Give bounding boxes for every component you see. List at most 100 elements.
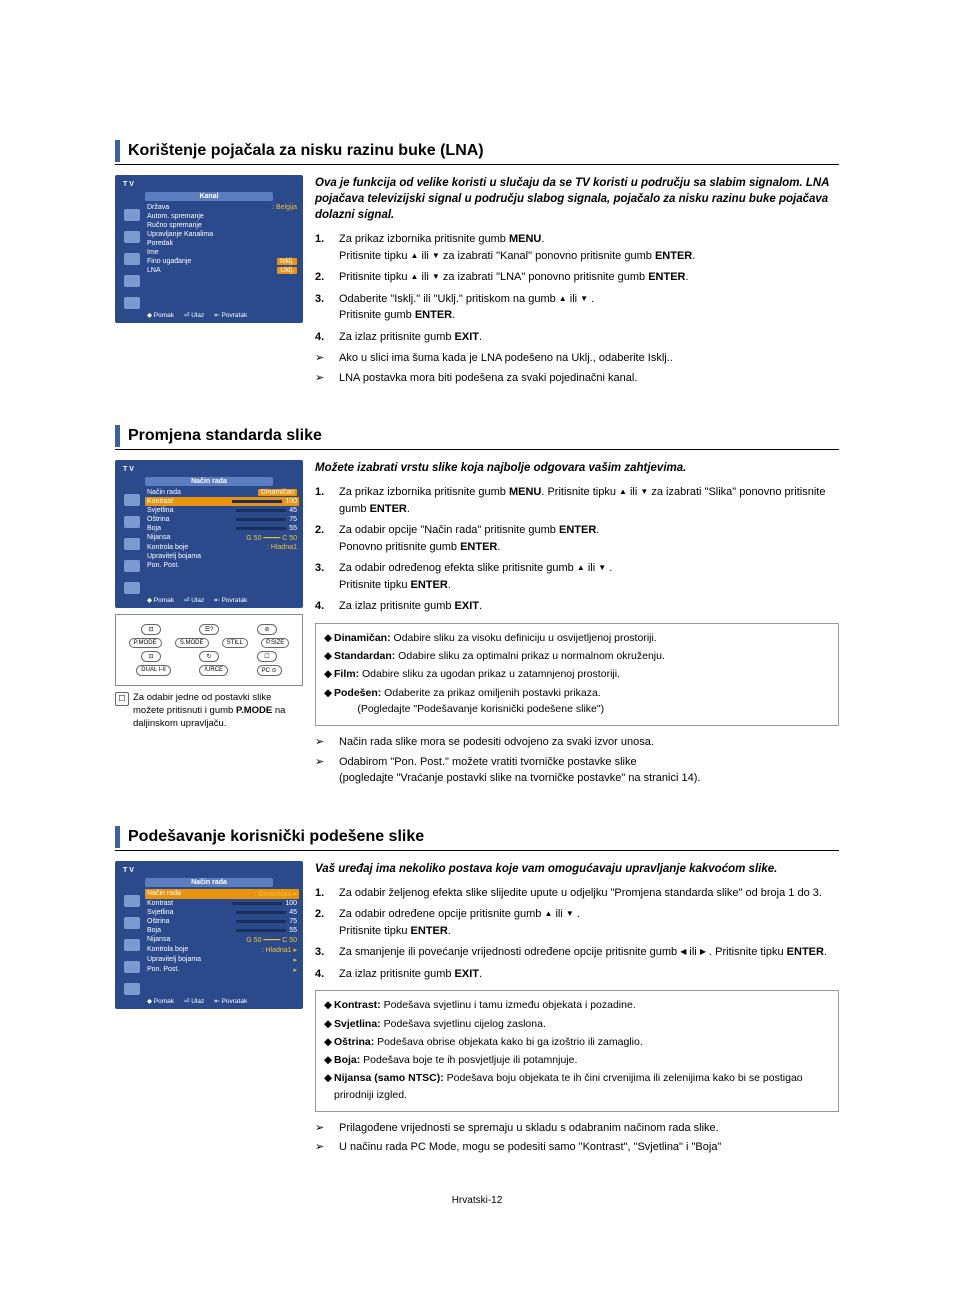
note-list: ➢Način rada slike mora se podesiti odvoj… bbox=[315, 734, 839, 787]
info-bullet: ◆Svjetlina: Podešava svjetlinu cijelog z… bbox=[324, 1016, 830, 1032]
title-accent-bar bbox=[115, 140, 120, 162]
step-item: 1.Za odabir željenog efekta slike slijed… bbox=[315, 885, 839, 902]
note-item: ➢Način rada slike mora se podesiti odvoj… bbox=[315, 734, 839, 751]
osd-menu-item: Ime bbox=[145, 248, 299, 257]
remote-diagram: ⊡ ☰? ⊘ P.MODE S.MODE STILL P.SIZE ⊡ ↻ ☐ DUAL I-II /… bbox=[115, 614, 303, 686]
osd-menu-item: Svjetlina45 bbox=[145, 908, 299, 917]
remote-button: ↻ bbox=[199, 651, 219, 662]
info-bullet: ◆Dinamičan: Odabire sliku za visoku defi… bbox=[324, 630, 830, 646]
remote-button: DUAL I-II bbox=[136, 665, 170, 676]
info-bullet: ◆Oštrina: Podešava obrise objekata kako … bbox=[324, 1034, 830, 1050]
osd-menu-item: Pon. Post. bbox=[145, 561, 299, 570]
remote-button: STILL bbox=[222, 638, 248, 648]
osd-menu-item: Oštrina75 bbox=[145, 515, 299, 524]
remote-button: P.SIZE bbox=[261, 638, 289, 648]
osd-screenshot: T V Način rada Način radaDinamičanKontra… bbox=[115, 460, 303, 608]
section-title-wrap: Korištenje pojačala za nisku razinu buke… bbox=[115, 140, 839, 165]
info-bullet: ◆Boja: Podešava boje te ih posvjetljuje … bbox=[324, 1052, 830, 1068]
osd-menu-item: NijansaG 50 ━━━━ C 50 bbox=[145, 935, 299, 945]
note-list: ➢Prilagođene vrijednosti se spremaju u s… bbox=[315, 1120, 839, 1156]
osd-menu-item: Pon. Post.▸ bbox=[145, 965, 299, 975]
info-bullet: ◆Film: Odabire sliku za ugodan prikaz u … bbox=[324, 666, 830, 682]
osd-screenshot: T V Kanal Država: BelgijaAutom. spremanj… bbox=[115, 175, 303, 323]
remote-button: ⊘ bbox=[257, 624, 277, 635]
manual-section: Korištenje pojačala za nisku razinu buke… bbox=[115, 140, 839, 389]
step-item: 4.Za izlaz pritisnite gumb EXIT. bbox=[315, 329, 839, 346]
pmode-icon: ☐ bbox=[115, 692, 129, 706]
step-item: 2.Pritisnite tipku ▲ ili ▼ za izabrati "… bbox=[315, 269, 839, 286]
osd-menu-item: Oštrina75 bbox=[145, 917, 299, 926]
info-box: ◆Kontrast: Podešava svjetlinu i tamu izm… bbox=[315, 990, 839, 1112]
section-title-wrap: Promjena standarda slike bbox=[115, 425, 839, 450]
note-item: ➢Ako u slici ima šuma kada je LNA podeše… bbox=[315, 350, 839, 367]
section-title: Korištenje pojačala za nisku razinu buke… bbox=[128, 140, 484, 162]
remote-button: ⊡ bbox=[141, 624, 161, 635]
info-bullet: ◆Nijansa (samo NTSC): Podešava boju obje… bbox=[324, 1070, 830, 1103]
osd-menu-item: Boja55 bbox=[145, 524, 299, 533]
remote-button: ☐ bbox=[257, 651, 277, 662]
step-item: 3.Odaberite "Isklj." ili "Uklj." pritisk… bbox=[315, 291, 839, 324]
osd-menu-item: LNAUklj. bbox=[145, 266, 299, 275]
info-bullet: ◆Podešen: Odaberite za prikaz omiljenih … bbox=[324, 685, 830, 718]
osd-menu-item: Način rada: Dinamičan ▸ bbox=[145, 889, 299, 899]
section-intro: Možete izabrati vrstu slike koja najbolj… bbox=[315, 460, 839, 476]
step-item: 4.Za izlaz pritisnite gumb EXIT. bbox=[315, 966, 839, 983]
steps-list: 1.Za prikaz izbornika pritisnite gumb ME… bbox=[315, 484, 839, 615]
osd-menu-item: Kontrola boje: Hladna1 ▸ bbox=[145, 945, 299, 955]
remote-button: PC ⊙ bbox=[257, 665, 282, 676]
note-item: ➢Prilagođene vrijednosti se spremaju u s… bbox=[315, 1120, 839, 1137]
remote-button: ☰? bbox=[199, 624, 219, 635]
page-footer: Hrvatski-12 bbox=[115, 1195, 839, 1206]
steps-list: 1.Za odabir željenog efekta slike slijed… bbox=[315, 885, 839, 983]
manual-section: Podešavanje korisnički podešene slike T … bbox=[115, 826, 839, 1159]
right-column: Vaš uređaj ima nekoliko postava koje vam… bbox=[315, 861, 839, 1159]
remote-button: S.MODE bbox=[175, 638, 209, 648]
osd-menu-item: Upravljanje Kanalima bbox=[145, 230, 299, 239]
section-title-wrap: Podešavanje korisnički podešene slike bbox=[115, 826, 839, 851]
manual-section: Promjena standarda slike T V Način rada … bbox=[115, 425, 839, 789]
left-column: T V Način rada Način radaDinamičanKontra… bbox=[115, 460, 303, 789]
remote-button: ⊡ bbox=[141, 651, 161, 662]
osd-screenshot: T V Način rada Način rada: Dinamičan ▸Ko… bbox=[115, 861, 303, 1009]
left-column: T V Način rada Način rada: Dinamičan ▸Ko… bbox=[115, 861, 303, 1159]
osd-menu-item: Upravitelj bojama▸ bbox=[145, 955, 299, 965]
osd-menu-item: Kontrast100 bbox=[145, 899, 299, 908]
note-list: ➢Ako u slici ima šuma kada je LNA podeše… bbox=[315, 350, 839, 386]
osd-menu-item: Svjetlina45 bbox=[145, 506, 299, 515]
section-title: Podešavanje korisnički podešene slike bbox=[128, 826, 424, 848]
osd-menu-item: Boja55 bbox=[145, 926, 299, 935]
step-item: 3.Za smanjenje ili povećanje vrijednosti… bbox=[315, 944, 839, 961]
step-item: 3.Za odabir određenog efekta slike priti… bbox=[315, 560, 839, 593]
osd-menu-item: Država: Belgija bbox=[145, 203, 299, 212]
osd-menu-item: Upravitelj bojama bbox=[145, 552, 299, 561]
caption: ☐Za odabir jedne od postavki slike možet… bbox=[115, 692, 303, 730]
osd-menu-item: Način radaDinamičan bbox=[145, 488, 299, 497]
osd-menu-item: Ručno spremanje bbox=[145, 221, 299, 230]
steps-list: 1.Za prikaz izbornika pritisnite gumb ME… bbox=[315, 231, 839, 345]
section-intro: Vaš uređaj ima nekoliko postava koje vam… bbox=[315, 861, 839, 877]
osd-menu-item: Poredak bbox=[145, 239, 299, 248]
osd-menu-item: Kontrast100 bbox=[145, 497, 299, 506]
remote-button: /URCE bbox=[199, 665, 228, 676]
osd-menu-item: Fino ugađanjeIsklj. bbox=[145, 257, 299, 266]
info-bullet: ◆Standardan: Odabire sliku za optimalni … bbox=[324, 648, 830, 664]
remote-button: P.MODE bbox=[129, 638, 162, 648]
note-item: ➢U načinu rada PC Mode, mogu se podesiti… bbox=[315, 1139, 839, 1156]
osd-menu-item: Autom. spremanje bbox=[145, 212, 299, 221]
left-column: T V Kanal Država: BelgijaAutom. spremanj… bbox=[115, 175, 303, 389]
info-bullet: ◆Kontrast: Podešava svjetlinu i tamu izm… bbox=[324, 997, 830, 1013]
osd-menu-item: NijansaG 50 ━━━━ C 50 bbox=[145, 533, 299, 543]
note-item: ➢Odabirom "Pon. Post." možete vratiti tv… bbox=[315, 754, 839, 787]
title-accent-bar bbox=[115, 425, 120, 447]
step-item: 1.Za prikaz izbornika pritisnite gumb ME… bbox=[315, 484, 839, 517]
title-accent-bar bbox=[115, 826, 120, 848]
step-item: 4.Za izlaz pritisnite gumb EXIT. bbox=[315, 598, 839, 615]
right-column: Ova je funkcija od velike koristi u sluč… bbox=[315, 175, 839, 389]
section-title: Promjena standarda slike bbox=[128, 425, 322, 447]
step-item: 2.Za odabir određene opcije pritisnite g… bbox=[315, 906, 839, 939]
info-box: ◆Dinamičan: Odabire sliku za visoku defi… bbox=[315, 623, 839, 726]
step-item: 1.Za prikaz izbornika pritisnite gumb ME… bbox=[315, 231, 839, 264]
step-item: 2.Za odabir opcije "Način rada" pritisni… bbox=[315, 522, 839, 555]
section-intro: Ova je funkcija od velike koristi u sluč… bbox=[315, 175, 839, 223]
note-item: ➢LNA postavka mora biti podešena za svak… bbox=[315, 370, 839, 387]
